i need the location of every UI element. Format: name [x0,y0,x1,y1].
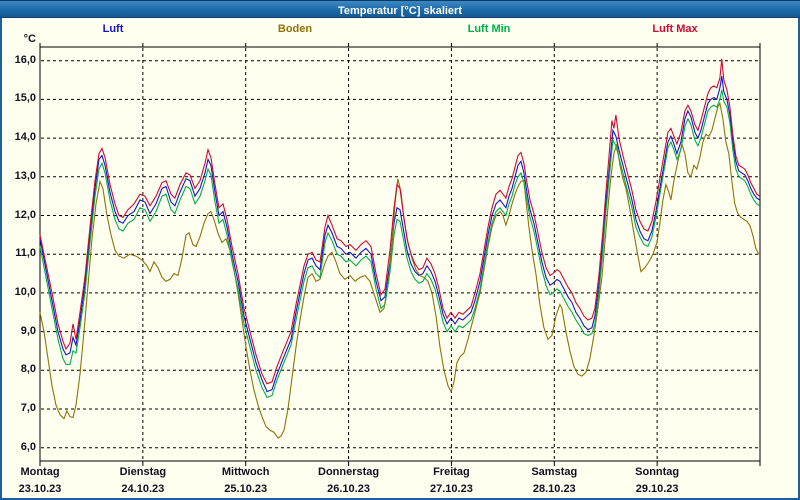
legend-item-luft: Luft [102,23,124,35]
day-name-label: Dienstag [119,466,167,478]
day-date-label: 27.10.23 [430,483,473,495]
y-tick-label: 10,0 [14,285,36,298]
day-date-label: 29.10.23 [635,483,679,495]
y-tick-label: 12,0 [14,208,36,221]
series-line-luft-max [39,58,761,385]
day-name-label: Sonntag [635,466,680,478]
day-date-label: 23.10.23 [18,483,62,495]
day-name-label: Donnerstag [318,466,380,478]
y-axis-unit-label: °C [23,33,36,45]
series-line-luft [39,76,761,393]
plot-border [39,46,761,462]
y-tick-label: 8,0 [20,363,36,376]
series-line-boden [39,101,760,439]
legend-item-luft-max: Luft Max [652,23,698,35]
day-name-label: Montag [20,466,60,478]
y-tick-label: 14,0 [14,131,36,144]
day-date-label: 25.10.23 [224,483,268,495]
y-tick-label: 6,0 [20,440,36,453]
day-name-label: Mittwoch [221,466,270,478]
y-tick-label: 15,0 [14,92,36,105]
series-line-luft-min [39,89,761,399]
y-tick-label: 11,0 [15,247,36,260]
window-titlebar[interactable]: Temperatur [°C] skaliert [0,0,800,18]
day-date-label: 24.10.23 [121,483,165,495]
y-tick-label: 9,0 [20,324,36,337]
day-name-label: Freitag [433,466,470,478]
day-date-label: 28.10.23 [532,483,576,495]
day-date-label: 26.10.23 [327,483,370,495]
legend-item-boden: Boden [277,23,313,35]
legend-item-luft-min: Luft Min [467,23,511,35]
y-tick-label: 7,0 [20,402,36,414]
chart-title: Temperatur [°C] skaliert [337,5,462,17]
y-tick-label: 16,0 [14,53,36,66]
day-name-label: Samstag [531,466,578,478]
y-tick-label: 13,0 [14,169,36,182]
